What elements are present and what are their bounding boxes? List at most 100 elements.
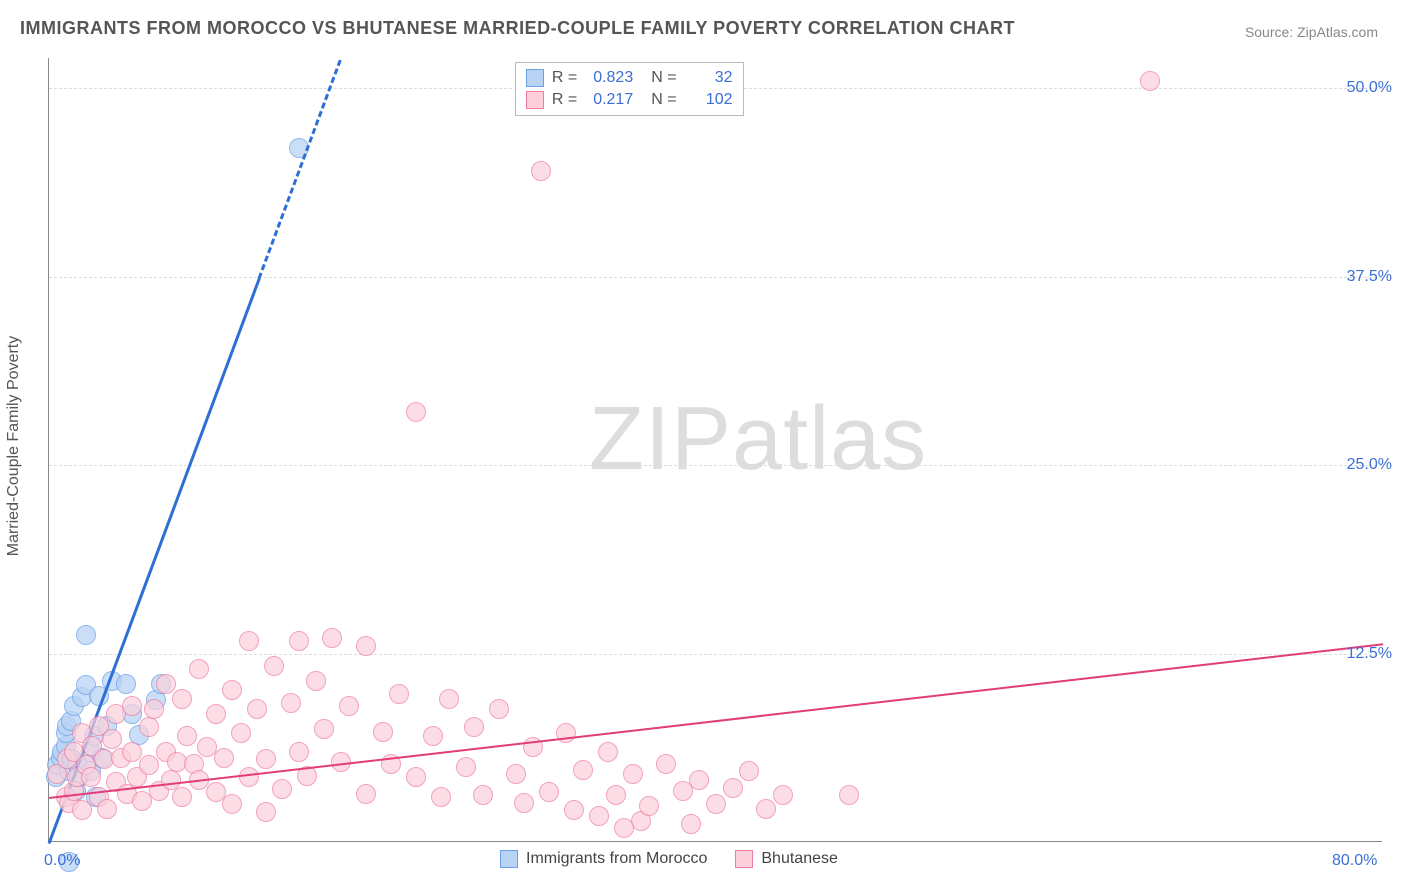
legend-swatch-morocco xyxy=(500,850,518,868)
data-point-bhutanese xyxy=(144,699,164,719)
data-point-bhutanese xyxy=(272,779,292,799)
data-point-bhutanese xyxy=(247,699,267,719)
x-tick-label: 80.0% xyxy=(1332,852,1377,870)
data-point-bhutanese xyxy=(606,785,626,805)
data-point-bhutanese xyxy=(256,749,276,769)
data-point-bhutanese xyxy=(589,806,609,826)
watermark-bold: ZIP xyxy=(589,389,732,489)
n-value-bhutanese: 102 xyxy=(685,89,733,111)
data-point-bhutanese xyxy=(456,757,476,777)
data-point-bhutanese xyxy=(473,785,493,805)
data-point-bhutanese xyxy=(339,696,359,716)
data-point-bhutanese xyxy=(156,674,176,694)
data-point-bhutanese xyxy=(639,796,659,816)
data-point-morocco xyxy=(76,625,96,645)
data-point-bhutanese xyxy=(506,764,526,784)
data-point-bhutanese xyxy=(598,742,618,762)
data-point-bhutanese xyxy=(122,696,142,716)
data-point-bhutanese xyxy=(464,717,484,737)
data-point-bhutanese xyxy=(222,794,242,814)
data-point-bhutanese xyxy=(389,684,409,704)
series-legend-item-bhutanese: Bhutanese xyxy=(735,850,838,868)
gridline xyxy=(49,654,1382,655)
trend-line-bhutanese xyxy=(49,643,1383,799)
data-point-bhutanese xyxy=(356,636,376,656)
y-axis-title: Married-Couple Family Poverty xyxy=(5,336,23,557)
plot-area: ZIPatlas xyxy=(48,58,1382,842)
data-point-bhutanese xyxy=(564,800,584,820)
trend-line-morocco-dashed xyxy=(258,59,342,279)
series-legend: Immigrants from Morocco Bhutanese xyxy=(500,850,838,868)
source-attribution: Source: ZipAtlas.com xyxy=(1245,24,1378,40)
data-point-bhutanese xyxy=(423,726,443,746)
data-point-bhutanese xyxy=(773,785,793,805)
data-point-bhutanese xyxy=(681,814,701,834)
chart-title: IMMIGRANTS FROM MOROCCO VS BHUTANESE MAR… xyxy=(20,18,1015,39)
data-point-bhutanese xyxy=(322,628,342,648)
stats-legend-row-bhutanese: R =0.217N =102 xyxy=(526,89,733,111)
y-tick-label: 12.5% xyxy=(1347,645,1392,663)
data-point-bhutanese xyxy=(239,767,259,787)
data-point-bhutanese xyxy=(314,719,334,739)
data-point-bhutanese xyxy=(406,402,426,422)
data-point-bhutanese xyxy=(356,784,376,804)
y-tick-label: 25.0% xyxy=(1347,456,1392,474)
data-point-bhutanese xyxy=(214,748,234,768)
data-point-bhutanese xyxy=(556,723,576,743)
data-point-bhutanese xyxy=(239,631,259,651)
n-label: N = xyxy=(651,67,676,89)
data-point-bhutanese xyxy=(289,742,309,762)
gridline xyxy=(49,277,1382,278)
data-point-bhutanese xyxy=(97,799,117,819)
series-legend-label-morocco: Immigrants from Morocco xyxy=(526,850,707,868)
n-label: N = xyxy=(651,89,676,111)
data-point-bhutanese xyxy=(177,726,197,746)
source-value: ZipAtlas.com xyxy=(1297,24,1378,40)
data-point-bhutanese xyxy=(539,782,559,802)
data-point-bhutanese xyxy=(756,799,776,819)
stats-legend-row-morocco: R = 0.823 N = 32 xyxy=(526,67,733,89)
data-point-bhutanese xyxy=(839,785,859,805)
legend-swatch-morocco xyxy=(526,69,544,87)
data-point-bhutanese xyxy=(373,722,393,742)
data-point-bhutanese xyxy=(139,755,159,775)
data-point-bhutanese xyxy=(172,787,192,807)
data-point-bhutanese xyxy=(706,794,726,814)
y-tick-label: 50.0% xyxy=(1347,79,1392,97)
data-point-bhutanese xyxy=(439,689,459,709)
data-point-bhutanese xyxy=(222,680,242,700)
data-point-bhutanese xyxy=(81,767,101,787)
data-point-bhutanese xyxy=(1140,71,1160,91)
source-prefix: Source: xyxy=(1245,24,1297,40)
x-tick-label: 0.0% xyxy=(44,852,80,870)
data-point-bhutanese xyxy=(623,764,643,784)
series-legend-label-bhutanese: Bhutanese xyxy=(761,850,838,868)
watermark-light: atlas xyxy=(732,389,927,489)
data-point-bhutanese xyxy=(206,704,226,724)
data-point-bhutanese xyxy=(739,761,759,781)
data-point-bhutanese xyxy=(256,802,276,822)
r-value-bhutanese: 0.217 xyxy=(585,89,633,111)
data-point-bhutanese xyxy=(489,699,509,719)
data-point-bhutanese xyxy=(723,778,743,798)
data-point-bhutanese xyxy=(122,742,142,762)
data-point-bhutanese xyxy=(689,770,709,790)
data-point-bhutanese xyxy=(614,818,634,838)
n-value-morocco: 32 xyxy=(685,67,733,89)
data-point-bhutanese xyxy=(231,723,251,743)
data-point-morocco xyxy=(116,674,136,694)
data-point-bhutanese xyxy=(281,693,301,713)
data-point-bhutanese xyxy=(514,793,534,813)
data-point-bhutanese xyxy=(656,754,676,774)
data-point-bhutanese xyxy=(431,787,451,807)
r-label: R = xyxy=(552,67,577,89)
watermark: ZIPatlas xyxy=(589,388,927,491)
data-point-bhutanese xyxy=(406,767,426,787)
data-point-bhutanese xyxy=(172,689,192,709)
stats-legend: R = 0.823 N = 32R = 0.217 N = 102 xyxy=(515,62,744,116)
r-value-morocco: 0.823 xyxy=(585,67,633,89)
gridline xyxy=(49,465,1382,466)
data-point-bhutanese xyxy=(531,161,551,181)
data-point-bhutanese xyxy=(139,717,159,737)
data-point-bhutanese xyxy=(102,729,122,749)
